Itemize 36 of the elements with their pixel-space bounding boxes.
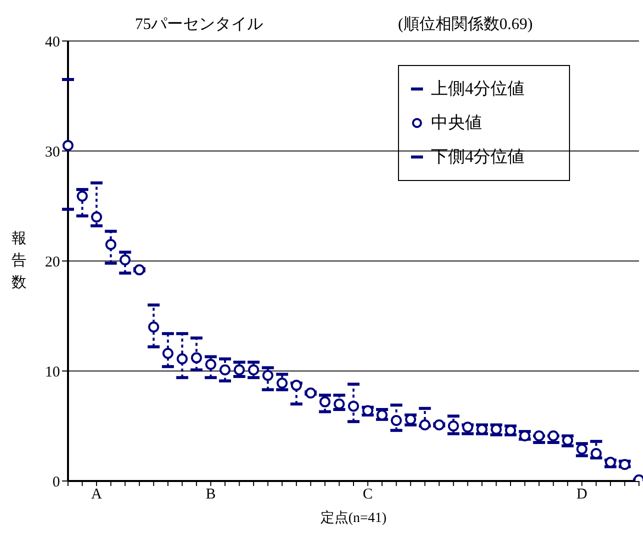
x-tick-label: D — [576, 486, 588, 503]
point — [290, 380, 302, 391]
point — [176, 353, 188, 364]
legend-label: 中央値 — [431, 112, 482, 134]
point — [162, 348, 174, 359]
point — [319, 396, 330, 408]
point — [248, 364, 260, 376]
point — [220, 364, 231, 376]
point — [348, 400, 359, 412]
point — [120, 254, 131, 266]
point — [190, 352, 202, 364]
point — [105, 239, 116, 250]
y-tick-label: 40 — [45, 34, 60, 50]
point — [62, 140, 74, 151]
chart-title: 75パーセンタイル — [135, 15, 263, 35]
chart-subtitle: (順位相関係数0.69) — [398, 14, 533, 35]
y-tick-label: 0 — [52, 474, 60, 490]
point — [205, 358, 216, 370]
annotation: 上側4分位値 — [431, 78, 524, 100]
x-tick-label: B — [206, 486, 216, 503]
x-tick-label: A — [91, 486, 102, 503]
x-tick-label: C — [362, 486, 373, 503]
point — [234, 364, 245, 376]
y-tick-label: 10 — [45, 364, 60, 380]
point — [448, 420, 459, 432]
annotation: 下側4分位値 — [431, 146, 524, 168]
point — [262, 370, 274, 381]
y-tick-label: 30 — [45, 144, 60, 160]
point — [148, 322, 160, 332]
point — [91, 212, 102, 222]
point — [276, 378, 288, 389]
point — [390, 415, 402, 426]
point — [76, 190, 88, 202]
y-tick-label: 20 — [45, 254, 60, 270]
x-axis-title: 定点(n=41) — [320, 510, 387, 526]
y-axis-title: 報告数 — [10, 230, 28, 293]
